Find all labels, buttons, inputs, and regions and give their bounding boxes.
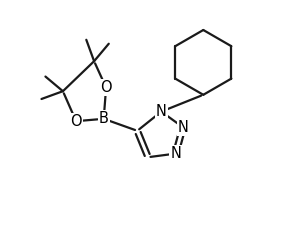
- Text: N: N: [170, 146, 181, 161]
- Text: N: N: [156, 104, 167, 119]
- Text: N: N: [178, 120, 188, 135]
- Text: B: B: [99, 111, 109, 126]
- Text: O: O: [100, 80, 112, 95]
- Text: O: O: [70, 114, 82, 129]
